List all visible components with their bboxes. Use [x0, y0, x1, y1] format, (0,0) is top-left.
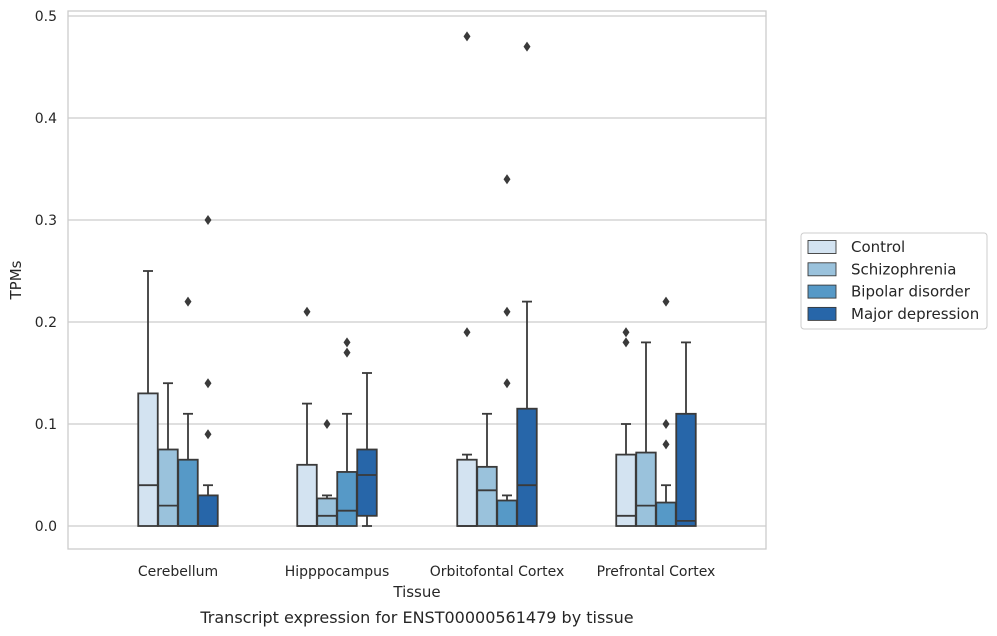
- outlier-point: [503, 174, 511, 185]
- box: [456, 458, 478, 527]
- outlier-point: [662, 439, 670, 450]
- box: [157, 448, 179, 527]
- x-axis-label: Tissue: [392, 583, 440, 601]
- x-tick-label: Cerebellum: [138, 564, 218, 580]
- x-tick-label: Orbitofontal Cortex: [430, 564, 565, 580]
- box-series: [137, 31, 697, 527]
- legend-swatch: [807, 240, 837, 254]
- box-group: [157, 382, 179, 527]
- box: [137, 392, 159, 527]
- y-tick-label: 0.2: [35, 315, 57, 331]
- chart-caption: Transcript expression for ENST0000056147…: [199, 608, 633, 627]
- box-group: [137, 270, 159, 527]
- legend-label: Schizophrenia: [851, 260, 956, 278]
- outlier-point: [303, 306, 311, 317]
- outlier-point: [523, 41, 531, 52]
- y-tick-label: 0.4: [35, 111, 57, 127]
- outlier-point: [622, 327, 630, 338]
- legend-swatch: [807, 306, 837, 321]
- outlier-point: [204, 429, 212, 440]
- box: [476, 465, 498, 527]
- outlier-point: [503, 378, 511, 389]
- outlier-point: [204, 378, 212, 389]
- outlier-point: [184, 296, 192, 307]
- box: [496, 499, 518, 527]
- outlier-point: [204, 215, 212, 225]
- box-group: [296, 306, 318, 527]
- x-tick-labels: Cerebellum Hipppocampus Orbitofontal Corte…: [138, 564, 715, 580]
- legend-label: Bipolar disorder: [851, 283, 971, 301]
- box-group: [336, 337, 358, 527]
- box: [316, 497, 338, 527]
- legend-swatch: [807, 262, 837, 277]
- legend: Control Schizophrenia Bipolar disorder Majo…: [800, 232, 988, 330]
- y-tick-label: 0.1: [35, 417, 57, 433]
- box-group: [635, 341, 657, 527]
- box-group: [177, 296, 199, 527]
- legend-items: Control Schizophrenia Bipolar disorder Majo…: [807, 238, 979, 323]
- box-group: [456, 31, 478, 527]
- box: [516, 407, 538, 527]
- box-group: [615, 327, 637, 527]
- outlier-point: [343, 347, 351, 358]
- outlier-point: [343, 337, 351, 348]
- y-tick-labels: 0.0 0.1 0.2 0.3 0.4 0.5: [35, 9, 57, 535]
- y-tick-label: 0.3: [35, 213, 57, 229]
- box: [655, 501, 677, 527]
- box: [356, 448, 378, 517]
- outlier-point: [463, 327, 471, 338]
- legend-label: Control: [851, 238, 905, 256]
- outlier-point: [622, 337, 630, 348]
- legend-label: Major depression: [851, 305, 979, 323]
- box-group: [496, 174, 518, 527]
- outlier-point: [323, 419, 331, 429]
- x-tick-label: Prefrontal Cortex: [597, 564, 716, 580]
- legend-frame: [800, 232, 988, 330]
- box: [336, 471, 358, 527]
- y-axis-label: TPMs: [7, 260, 25, 300]
- box: [296, 463, 318, 527]
- y-tick-label: 0.0: [35, 519, 57, 535]
- box: [635, 451, 657, 527]
- plot-frame: [67, 10, 767, 550]
- box: [675, 412, 697, 527]
- box-group: [675, 341, 697, 527]
- outlier-point: [503, 306, 511, 317]
- box-group: [516, 41, 538, 527]
- x-tick-label: Hipppocampus: [285, 564, 390, 580]
- box-group: [197, 215, 219, 527]
- box: [197, 494, 219, 527]
- outlier-point: [463, 31, 471, 42]
- box: [177, 458, 199, 527]
- box-group: [476, 412, 498, 527]
- legend-swatch: [807, 284, 837, 299]
- y-tick-label: 0.5: [35, 9, 57, 25]
- box-group: [316, 419, 338, 527]
- box-group: [655, 296, 677, 527]
- outlier-point: [662, 419, 670, 429]
- outlier-point: [662, 296, 670, 307]
- box-group: [356, 372, 378, 527]
